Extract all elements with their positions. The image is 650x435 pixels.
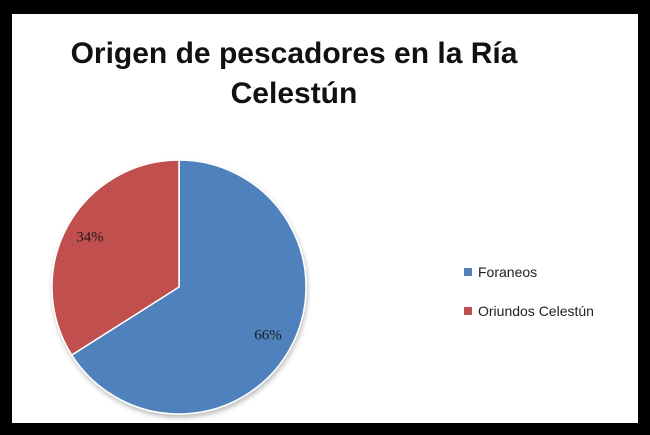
chart-title: Origen de pescadores en la Ría Celestún	[70, 37, 518, 110]
legend-swatch-foraneos	[464, 268, 472, 276]
legend-swatch-oriundos	[464, 307, 472, 315]
legend-item-oriundos: Oriundos Celestún	[464, 301, 594, 321]
slice-label-oriundos: 34%	[76, 229, 104, 245]
legend-label-oriundos: Oriundos Celestún	[478, 303, 594, 319]
legend-label-foraneos: Foraneos	[478, 264, 538, 280]
chart-frame: Origen de pescadores en la Ría Celestún …	[12, 14, 638, 423]
pie-slice-oriundos	[51, 159, 180, 357]
legend-item-foraneos: Foraneos	[464, 262, 594, 282]
pie-chart: 66% 34%	[51, 159, 307, 415]
pie-slice-foraneos	[70, 159, 307, 415]
slice-label-foraneos: 66%	[254, 327, 282, 343]
legend: Foraneos Oriundos Celestún	[464, 262, 594, 340]
